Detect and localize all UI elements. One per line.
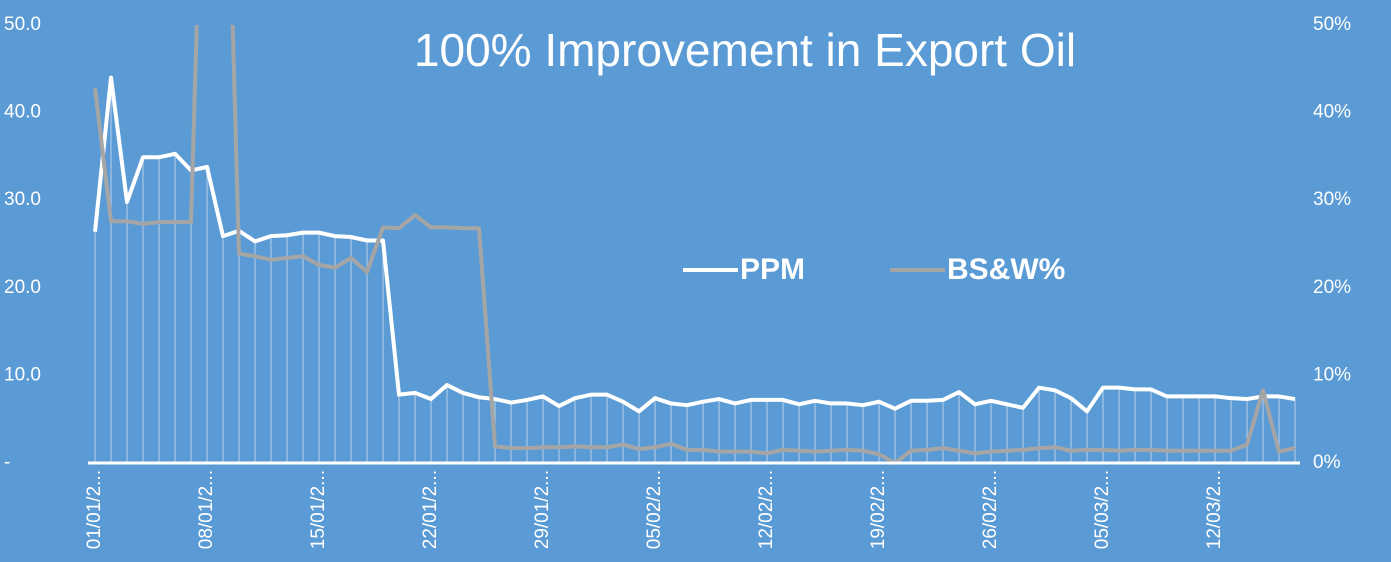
x-tick-label: 26/02/2... [980,470,1001,549]
y2-tick-label: 0% [1313,452,1341,473]
x-tick-label: 05/02/2... [644,470,665,549]
x-tick-label: 19/02/2... [868,470,889,549]
series-line [93,75,1296,414]
y-tick-label: - [4,452,10,473]
x-tick-label: 15/01/2... [308,470,329,549]
y-tick-label: 20.0 [4,277,41,298]
y-tick-label: 30.0 [4,189,41,210]
x-tick-label: 12/03/2... [1204,470,1225,549]
y2-tick-label: 30% [1313,189,1351,210]
y2-tick-label: 50% [1313,14,1351,35]
legend-label: BS&W% [947,253,1065,286]
series-line [93,25,1296,465]
x-tick-label: 29/01/2... [532,470,553,549]
plot [93,25,1296,465]
y-tick-label: 40.0 [4,102,41,123]
x-tick-label: 12/02/2... [756,470,777,549]
x-tick-label: 05/03/2... [1092,470,1113,549]
x-tick-label: 08/01/2... [196,470,217,549]
x-tick-label: 01/01/2... [84,470,105,549]
y-tick-label: 50.0 [4,14,41,35]
legend-label: PPM [740,253,805,286]
x-tick-label: 22/01/2... [420,470,441,549]
y-tick-label: 10.0 [4,364,41,385]
chart-title: 100% Improvement in Export Oil [414,24,1076,76]
y2-tick-label: 40% [1313,102,1351,123]
y2-tick-label: 20% [1313,277,1351,298]
y2-tick-label: 10% [1313,364,1351,385]
